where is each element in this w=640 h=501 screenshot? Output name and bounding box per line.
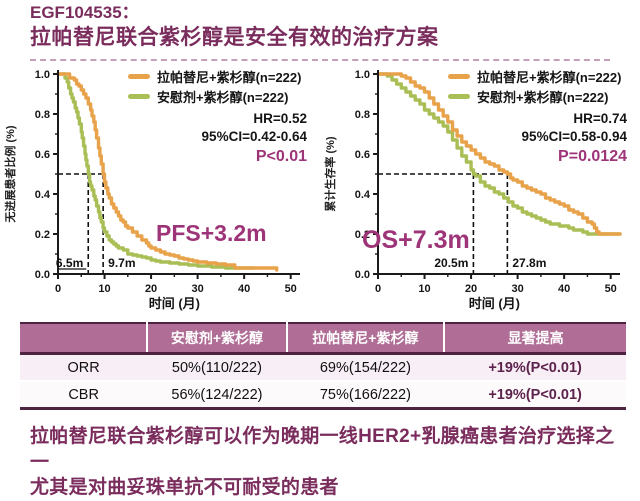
pfs-chart-panel: 0.0 0.2 0.4 0.6 0.8 1.0 0 10 20 30 40 50 6.5m 9.7m 时间 … [0,62,320,314]
y-tick-label: 0.0 [355,269,370,281]
y-tick-label: 0.8 [355,109,370,121]
legend-item-placebo: 安慰剂+紫杉醇(n=222) [128,86,301,106]
x-axis-title: 时间 (月) [469,296,520,311]
legend-label-placebo: 安慰剂+紫杉醇(n=222) [477,89,609,105]
x-tick-label: 40 [558,283,570,295]
os-survival-chart: 0.0 0.2 0.4 0.6 0.8 1.0 0 10 20 30 40 50 20.5m 27.8m 时… [323,69,622,311]
x-tick-label: 20 [145,283,157,295]
y-tick-label: 0.6 [355,149,370,161]
os-stats: HR=0.74 95%CI=0.58-0.94 P=0.0124 [522,110,627,167]
header-metric [20,323,148,355]
x-axis-title: 时间 (月) [149,296,200,311]
title-divider [30,59,610,61]
y-tick-label: 0.6 [35,149,50,161]
cbr-lapatinib-value: 75%(166/222) [319,386,411,403]
legend-item-placebo: 安慰剂+紫杉醇(n=222) [448,86,621,106]
x-tick-label: 0 [55,283,61,295]
median-value-label: 27.8m [512,256,546,270]
conclusion-line-1: 拉帕替尼联合紫杉醇可以作为晚期一线HER2+乳腺癌患者治疗选择之一 [30,426,615,473]
orr-label: ORR [20,353,148,382]
os-confidence-interval: 95%CI=0.58-0.94 [521,128,627,144]
legend-item-lapatinib: 拉帕替尼+紫杉醇(n=222) [128,66,301,86]
orr-placebo-value: 50%(110/222) [147,353,287,382]
header-improvement: 显著提高 [443,323,626,355]
response-results-table: 安慰剂+紫杉醇 拉帕替尼+紫杉醇 显著提高 ORR 50%(110/222) 6… [20,322,626,410]
y-tick-label: 0.8 [35,109,50,121]
orr-improvement-value: +19%(P<0.01) [444,353,626,382]
legend-item-lapatinib: 拉帕替尼+紫杉醇(n=222) [448,66,621,86]
header-placebo-arm: 安慰剂+紫杉醇 [146,323,287,355]
table-header-row: 安慰剂+紫杉醇 拉帕替尼+紫杉醇 显著提高 [20,323,626,355]
pfs-survival-chart: 0.0 0.2 0.4 0.6 0.8 1.0 0 10 20 30 40 50 6.5m 9.7m 时间 … [3,69,300,311]
slide-title: EGF104535： 拉帕替尼联合紫杉醇是安全有效的治疗方案 [30,2,620,51]
pfs-confidence-interval: 95%CI=0.42-0.64 [201,128,307,144]
lapatinib-line-swatch [128,73,150,79]
conclusion-line-2: 尤其是对曲妥珠单抗不可耐受的患者 [30,477,339,499]
placebo-paclitaxel-curve [376,72,622,236]
pfs-stats: HR=0.52 95%CI=0.42-0.64 P<0.01 [202,110,307,167]
table-row: CBR 56%(124/222) 75%(166/222) +19%(P<0.0… [20,381,626,409]
lapatinib-paclitaxel-curve [376,72,622,236]
x-tick-label: 50 [285,283,297,295]
cbr-placebo-value: 56%(124/222) [171,386,263,403]
y-tick-label: 0.0 [35,269,50,281]
legend-label-lapatinib: 拉帕替尼+紫杉醇(n=222) [477,69,622,85]
orr-lapatinib-value: 69%(154/222) [286,353,445,382]
placebo-line-swatch [128,93,150,99]
cbr-improvement-value: +19%(P<0.01) [488,386,582,403]
y-tick-label: 1.0 [355,69,370,81]
y-tick-label: 0.2 [35,229,50,241]
results-table-wrap: 安慰剂+紫杉醇 拉帕替尼+紫杉醇 显著提高 ORR 50%(110/222) 6… [20,322,626,410]
os-legend: 拉帕替尼+紫杉醇(n=222) 安慰剂+紫杉醇(n=222) [448,66,621,106]
y-axis-title: 无进展患者比例 (%) [3,125,17,223]
x-tick-label: 10 [98,283,110,295]
os-chart-panel: 0.0 0.2 0.4 0.6 0.8 1.0 0 10 20 30 40 50 20.5m 27.8m 时… [320,62,640,314]
x-tick-label: 20 [465,283,477,295]
pfs-hazard-ratio: HR=0.52 [253,111,307,126]
slide-title-text: 拉帕替尼联合紫杉醇是安全有效的治疗方案 [30,25,439,49]
pfs-benefit-annotation: PFS+3.2m [156,220,267,246]
table-row: ORR 50%(110/222) 69%(154/222) +19%(P<0.0… [20,353,626,382]
placebo-line-swatch [448,93,470,99]
placebo-paclitaxel-curve [56,72,256,270]
legend-label-placebo: 安慰剂+紫杉醇(n=222) [157,89,289,105]
study-id: EGF104535： [30,3,139,22]
y-tick-label: 1.0 [35,69,50,81]
median-value-label: 6.5m [56,256,83,270]
median-value-label: 20.5m [434,256,468,270]
charts-row: 0.0 0.2 0.4 0.6 0.8 1.0 0 10 20 30 40 50 6.5m 9.7m 时间 … [0,62,640,314]
median-value-label: 9.7m [108,256,135,270]
x-tick-label: 40 [238,283,250,295]
y-tick-label: 0.4 [35,189,51,201]
y-tick-label: 0.4 [355,189,371,201]
pfs-legend: 拉帕替尼+紫杉醇(n=222) 安慰剂+紫杉醇(n=222) [128,66,301,106]
y-tick-label: 0.2 [355,229,370,241]
pfs-p-value: P<0.01 [255,147,307,165]
header-lapatinib-arm: 拉帕替尼+紫杉醇 [285,323,445,355]
x-tick-label: 30 [511,283,523,295]
lapatinib-line-swatch [448,73,470,79]
y-axis-title: 累计生存率 (%) [323,136,337,211]
lapatinib-paclitaxel-curve [56,72,279,272]
conclusion-text: 拉帕替尼联合紫杉醇可以作为晚期一线HER2+乳腺癌患者治疗选择之一 尤其是对曲妥… [30,424,630,501]
x-tick-label: 10 [418,283,430,295]
x-tick-label: 50 [605,283,617,295]
legend-label-lapatinib: 拉帕替尼+紫杉醇(n=222) [157,69,302,85]
os-benefit-annotation: OS+7.3m [362,226,470,254]
os-p-value: P=0.0124 [558,147,627,165]
os-hazard-ratio: HR=0.74 [573,111,627,126]
cbr-label: CBR [68,386,99,403]
x-tick-label: 30 [191,283,203,295]
x-tick-label: 0 [375,283,381,295]
